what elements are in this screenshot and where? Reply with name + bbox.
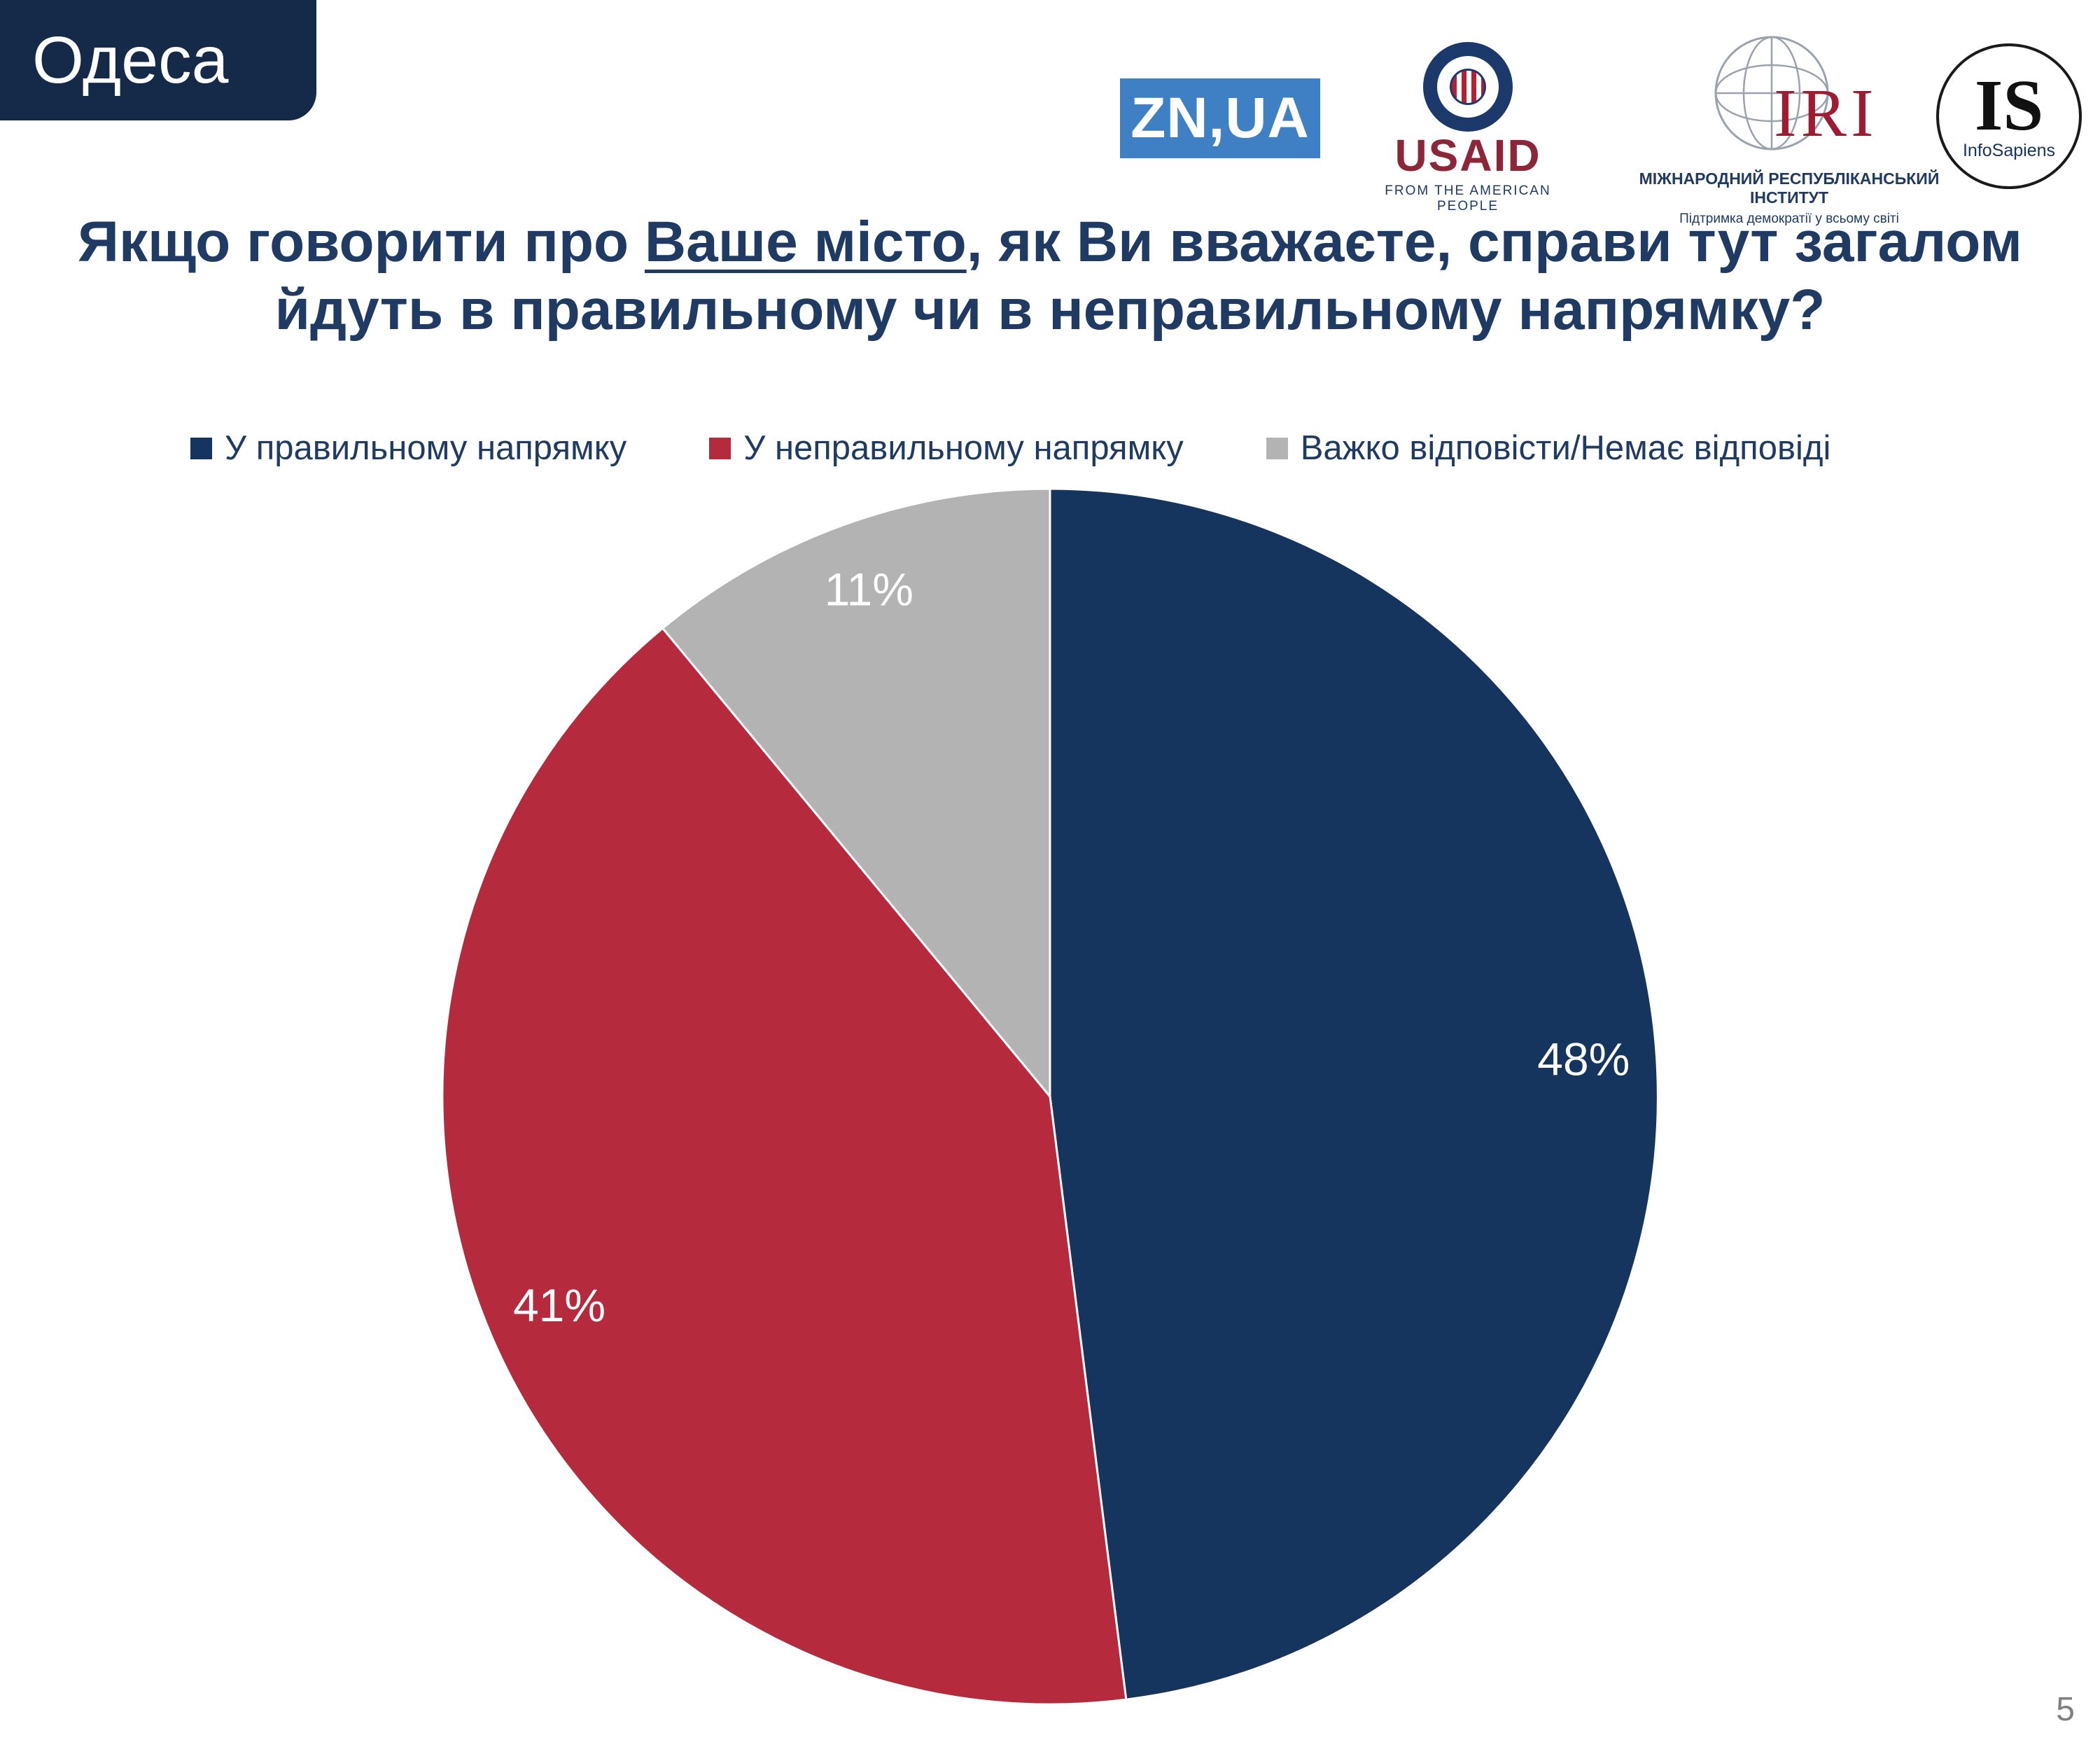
znua-logo: ZN,UA [1120,78,1320,158]
legend-swatch-right-direction [190,437,212,459]
legend-item-wrong-direction: У неправильному напрямку [709,429,1184,468]
pie-slice-0 [1049,487,1659,1701]
legend-label-right-direction: У правильному напрямку [225,429,627,467]
pie-slice-value-label-0: 48% [1537,1033,1630,1085]
usaid-logo: USAID FROM THE AMERICAN PEOPLE [1366,42,1569,214]
legend-label-hard-to-answer: Важко відповісти/Немає відповіді [1300,429,1831,467]
infosapiens-name: InfoSapiens [1962,140,2056,160]
region-tab: Одеса [0,0,316,120]
pie-slice-value-label-2: 11% [825,564,913,615]
pie-slice-2 [661,487,1051,1100]
usaid-wordmark: USAID [1394,130,1541,181]
infosapiens-logo: IS InfoSapiens [1936,43,2082,189]
legend-item-hard-to-answer: Важко відповісти/Немає відповіді [1266,429,1831,468]
iri-org-slogan: Підтримка демократії у всьому світі [1679,211,1899,226]
usaid-tagline: FROM THE AMERICAN PEOPLE [1385,183,1551,214]
legend-swatch-hard-to-answer [1266,437,1288,459]
question-title-underlined: Ваше місто [644,210,967,274]
pie-chart: 48% 41% 11% [420,476,1680,1733]
infosapiens-abbr: IS [1974,65,2044,146]
usaid-seal-shield [1450,69,1486,105]
usaid-seal-icon [1423,42,1513,132]
znua-logo-text: ZN,UA [1130,86,1310,150]
region-tab-label: Одеса [32,22,229,97]
chart-legend: У правильному напрямку У неправильному н… [190,429,1830,468]
legend-label-wrong-direction: У неправильному напрямку [743,429,1184,467]
pie-slice-value-label-1: 41% [513,1279,606,1331]
iri-logo: IRI МІЖНАРОДНИЙ РЕСПУБЛІКАНСЬКИЙ ІНСТИТУ… [1621,34,1957,227]
pie-chart-svg: 48% 41% 11% [441,487,1659,1706]
question-title-part2: , як Ви вважаєте, справи тут загалом йду… [274,210,2022,342]
legend-item-right-direction: У правильному напрямку [190,429,626,468]
iri-wordmark: IRI [1774,76,1878,151]
iri-mark: IRI [1621,34,1957,168]
page-number: 5 [2056,1691,2075,1728]
question-title-part1: Якщо говорити про [78,210,645,274]
pie-slice-1 [441,627,1128,1706]
legend-swatch-wrong-direction [709,437,732,459]
iri-org-name: МІЖНАРОДНИЙ РЕСПУБЛІКАНСЬКИЙ ІНСТИТУТ [1639,169,1940,207]
globe-icon [1714,36,1829,151]
question-title: Якщо говорити про Ваше місто, як Ви вваж… [56,209,2044,344]
